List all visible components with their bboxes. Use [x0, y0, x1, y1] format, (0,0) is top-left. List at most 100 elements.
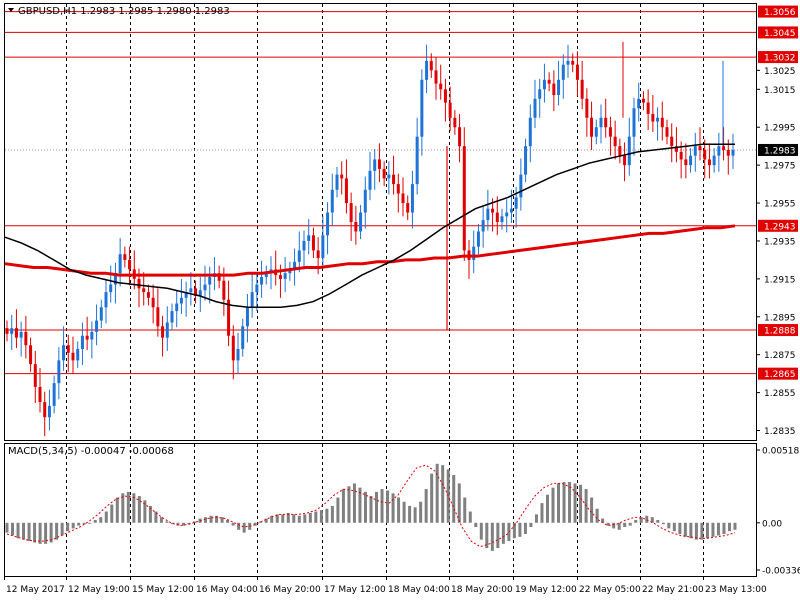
candle-body — [590, 117, 594, 137]
candle-body — [726, 149, 730, 156]
time-tick-label: 17 May 12:00 — [324, 585, 386, 595]
macd-bar — [132, 493, 136, 523]
candle-body — [231, 335, 235, 361]
time-tick-label: 22 May 05:00 — [579, 585, 641, 595]
candle-body — [321, 235, 325, 259]
macd-histogram — [5, 463, 737, 551]
candle-body — [95, 320, 99, 332]
candle-body — [566, 60, 570, 65]
macd-bar — [639, 517, 643, 523]
candle-body — [302, 240, 306, 251]
macd-bar — [336, 497, 340, 523]
level-label: 1.3032 — [764, 54, 796, 64]
macd-bar — [435, 463, 439, 523]
macd-bar — [187, 522, 191, 525]
level-label-box — [758, 51, 798, 64]
macd-bar — [143, 500, 147, 523]
candle-body — [656, 117, 660, 122]
candle-body — [170, 311, 174, 323]
candle-body — [288, 269, 292, 274]
candle-body — [660, 117, 664, 128]
candle-body — [184, 292, 188, 298]
level-label-box — [758, 324, 798, 337]
candle-body — [359, 212, 363, 232]
candle-body — [646, 102, 650, 114]
candle-body — [354, 222, 358, 232]
candle-body — [472, 246, 476, 260]
candle-body — [99, 307, 103, 321]
candle-body — [406, 203, 410, 213]
macd-bar — [253, 522, 257, 526]
candle-body — [415, 136, 419, 185]
candles — [5, 41, 735, 437]
macd-bar — [557, 483, 561, 523]
macd-bar — [617, 522, 621, 530]
candle-body — [509, 208, 513, 213]
candle-body — [19, 331, 23, 338]
candle-body — [613, 136, 617, 147]
candle-body — [76, 349, 80, 361]
macd-bar — [501, 522, 505, 544]
macd-bar — [170, 522, 174, 525]
candle-body — [80, 335, 84, 350]
macd-bar — [540, 503, 544, 523]
candle-body — [722, 146, 726, 150]
candle-body — [137, 278, 141, 289]
moving-averages — [4, 143, 736, 309]
macd-bar — [678, 522, 682, 535]
candle-body — [104, 292, 108, 308]
macd-bar — [413, 507, 417, 523]
macd-bar — [479, 522, 483, 540]
macd-bar — [110, 504, 114, 523]
candle-body — [377, 159, 381, 169]
price-tick-label: 1.2995 — [764, 124, 796, 134]
macd-bar — [463, 497, 467, 523]
candle-body — [85, 335, 89, 340]
macd-bar — [441, 465, 445, 523]
candle-body — [146, 292, 150, 298]
dropdown-triangle-icon[interactable] — [8, 8, 14, 12]
macd-bar — [38, 522, 42, 544]
candle-body — [542, 79, 546, 90]
candle-body — [410, 184, 414, 213]
candle-body — [538, 89, 542, 99]
time-tick-label: 16 May 04:00 — [196, 585, 258, 595]
candle-body — [533, 98, 537, 118]
candle-body — [618, 146, 622, 156]
candle-body — [189, 288, 193, 293]
candle-body — [236, 349, 240, 361]
macd-bar — [402, 501, 406, 523]
macd-bar — [452, 475, 456, 523]
macd-bar — [733, 522, 737, 530]
macd-bar — [661, 522, 665, 525]
macd-bar — [352, 483, 356, 523]
candle-body — [571, 60, 575, 65]
candle-body — [623, 155, 627, 166]
candle-body — [547, 79, 551, 84]
macd-bar — [88, 522, 92, 524]
macd-bar — [512, 522, 516, 539]
candle-body — [43, 402, 47, 418]
candle-body — [241, 326, 245, 350]
macd-bar — [419, 501, 423, 523]
macd-bar — [518, 522, 522, 537]
candle-body — [712, 155, 716, 166]
macd-bar — [424, 489, 428, 523]
candle-body — [462, 146, 466, 251]
macd-bar — [656, 519, 660, 523]
candle-body — [524, 146, 528, 175]
candle-body — [203, 284, 207, 291]
symbol-title: GBPUSD,H1 1.2983 1.2985 1.2980 1.2983 — [18, 6, 230, 17]
macd-bar — [176, 522, 180, 526]
macd-bar — [534, 514, 538, 523]
price-tick-label: 1.2935 — [764, 237, 796, 247]
macd-bar — [121, 493, 125, 523]
candle-body — [5, 328, 9, 334]
candle-body — [382, 168, 386, 179]
macd-bar — [16, 522, 20, 539]
candle-body — [208, 276, 212, 285]
macd-bar — [204, 517, 208, 523]
candle-body — [57, 360, 61, 384]
candle-body — [679, 151, 683, 160]
